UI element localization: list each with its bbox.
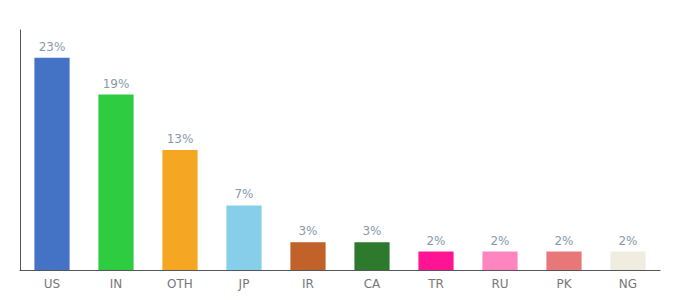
svg-text:3%: 3% <box>298 224 317 238</box>
svg-text:PK: PK <box>556 277 572 291</box>
svg-text:7%: 7% <box>234 187 253 201</box>
svg-text:23%: 23% <box>39 40 66 54</box>
svg-text:2%: 2% <box>490 234 509 248</box>
svg-text:CA: CA <box>364 277 381 291</box>
svg-text:IR: IR <box>302 277 314 291</box>
svg-text:JP: JP <box>238 277 250 291</box>
svg-text:19%: 19% <box>103 77 130 91</box>
svg-text:OTH: OTH <box>167 277 193 291</box>
svg-text:US: US <box>44 277 60 291</box>
svg-text:IN: IN <box>110 277 123 291</box>
svg-text:RU: RU <box>491 277 508 291</box>
svg-text:2%: 2% <box>554 234 573 248</box>
svg-text:3%: 3% <box>362 224 381 238</box>
svg-text:TR: TR <box>427 277 444 291</box>
svg-text:2%: 2% <box>618 234 637 248</box>
svg-text:NG: NG <box>619 277 637 291</box>
svg-text:2%: 2% <box>426 234 445 248</box>
svg-text:13%: 13% <box>167 132 194 146</box>
